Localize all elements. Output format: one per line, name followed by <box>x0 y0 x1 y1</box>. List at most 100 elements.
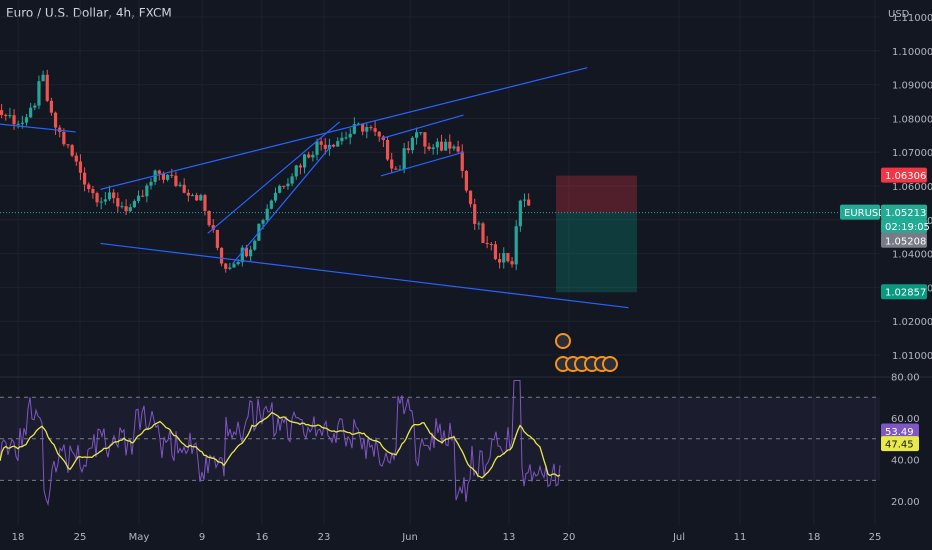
economic-events <box>555 333 618 372</box>
time-tick-label: 18 <box>808 532 821 543</box>
candle-body <box>157 170 161 174</box>
candle-body <box>448 141 452 149</box>
candle-body <box>373 128 377 132</box>
candle-body <box>20 122 24 124</box>
candle-body <box>174 175 178 186</box>
candle-body <box>66 144 70 146</box>
candle-body <box>419 132 423 134</box>
candle-body <box>323 144 327 149</box>
candle-body <box>485 242 489 244</box>
time-tick-label: May <box>129 532 150 543</box>
last-price-tag: 1.05213 <box>881 204 927 220</box>
candle-body <box>527 199 531 206</box>
candle-body <box>498 259 502 263</box>
candle-body <box>493 244 498 260</box>
trendlines <box>0 67 629 309</box>
symbol-tag: EURUSD <box>840 204 886 220</box>
candle-body <box>278 185 282 193</box>
symbol-tag-label: EURUSD <box>844 208 886 219</box>
candle-body <box>244 247 249 257</box>
candle-body <box>473 204 477 224</box>
candle-body <box>195 195 199 201</box>
symbol-tag-bg <box>840 204 880 220</box>
time-axis: 18 25 May 9 16 23 Jun 13 20 Jul 11 18 25 <box>12 532 882 543</box>
candle-body <box>78 161 83 173</box>
candle-body <box>518 200 522 227</box>
entry-tag-bg <box>881 232 927 248</box>
trendline <box>207 121 341 234</box>
trendline <box>0 123 76 133</box>
time-tick-label: Jun <box>401 532 418 543</box>
candle-body <box>477 223 481 225</box>
candle-body <box>253 240 257 250</box>
time-tick-label: 16 <box>256 532 269 543</box>
candle-body <box>489 243 493 245</box>
candle-body <box>307 154 311 158</box>
candle-body <box>464 170 468 191</box>
candle-body <box>394 168 398 170</box>
candle-body <box>224 263 228 269</box>
candle-body <box>340 137 344 142</box>
trendline <box>380 151 464 177</box>
candle-body <box>128 207 132 212</box>
candle-body <box>87 184 91 190</box>
candle-body <box>41 74 45 82</box>
rsi-value-tag-bg <box>881 423 919 439</box>
candle-body <box>365 127 369 132</box>
candle-body <box>132 200 136 208</box>
candle-body <box>107 192 112 200</box>
candle-body <box>269 200 273 209</box>
candle-body <box>282 185 286 187</box>
target-tag: 1.02857 <box>881 284 927 300</box>
candle-body <box>261 220 265 224</box>
time-tick-label: 18 <box>12 532 25 543</box>
candle-body <box>506 253 510 262</box>
candle-body <box>29 107 33 118</box>
target-tag-label: 1.02857 <box>885 288 926 299</box>
candle-body <box>311 154 315 158</box>
candle-body <box>502 253 506 263</box>
candle-body <box>12 115 16 125</box>
rsi-ma-value-tag: 47.45 <box>881 436 919 452</box>
candle-body <box>53 112 58 128</box>
candle-body <box>332 144 336 147</box>
candle-body <box>37 81 41 106</box>
candle-body <box>460 151 464 171</box>
countdown-tag: 02:19:05 <box>881 218 930 234</box>
rsi-pane: 80.00 60.00 40.00 20.00 <box>0 372 920 508</box>
event-icon <box>555 333 571 349</box>
candle-body <box>402 148 406 170</box>
candle-body <box>352 124 356 134</box>
candle-body <box>481 223 485 243</box>
candle-body <box>319 141 323 145</box>
candle-body <box>369 127 373 129</box>
countdown-tag-bg <box>881 218 927 234</box>
time-tick-label: 11 <box>734 532 747 543</box>
candle-body <box>415 132 419 138</box>
candle-body <box>228 267 232 269</box>
time-tick-label: 23 <box>318 532 331 543</box>
time-tick-label: Jul <box>672 532 685 543</box>
candle-body <box>116 198 120 207</box>
candle-body <box>91 189 95 194</box>
candle-body <box>510 261 514 265</box>
candle-body <box>236 262 240 265</box>
candle-body <box>120 206 124 208</box>
candle-body <box>315 141 319 155</box>
flag-event-icon <box>602 356 618 372</box>
rsi-value-tag-label: 53.49 <box>885 427 914 438</box>
candle-body <box>99 201 103 203</box>
candle-body <box>4 114 8 116</box>
candle-body <box>74 155 78 162</box>
candle-body <box>190 195 195 197</box>
rsi-ma-line <box>0 411 561 479</box>
candle-body <box>24 117 29 123</box>
candle-body <box>170 174 174 176</box>
candle-body <box>456 146 460 152</box>
candle-body <box>390 159 394 169</box>
candle-body <box>199 195 203 201</box>
candle-body <box>423 132 427 147</box>
time-tick-label: 25 <box>74 532 87 543</box>
